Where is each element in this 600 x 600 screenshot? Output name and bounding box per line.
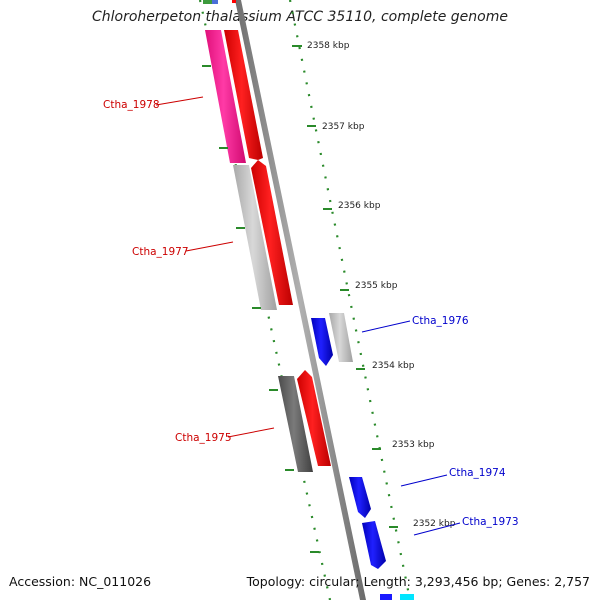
tick-2354kbp: 2354 kbp — [356, 361, 415, 371]
gene-ctha-1976-arrow — [311, 318, 333, 366]
gene-ctha-1973[interactable] — [362, 521, 386, 569]
tick-label-2356kbp: 2356 kbp — [338, 201, 381, 211]
gene-label-ctha-1975[interactable]: Ctha_1975 — [175, 432, 232, 444]
gene-ctha-1978-arrow — [224, 30, 263, 160]
tick-2353kbp: 2353 kbp — [372, 440, 435, 450]
label-leader-ctha-1978 — [155, 96, 204, 106]
top-partial-feature-blue — [212, 0, 218, 4]
map-title: Chloroherpeton thalassium ATCC 35110, co… — [92, 9, 508, 25]
tick-label-2358kbp: 2358 kbp — [307, 41, 350, 51]
tick-label-2354kbp: 2354 kbp — [372, 361, 415, 371]
tick-label-2353kbp: 2353 kbp — [392, 440, 435, 450]
outer-dotted-ring — [288, 0, 412, 600]
label-leader-ctha-1976 — [361, 320, 411, 333]
gene-ctha-1973-arrow — [362, 521, 386, 569]
label-leader-ctha-1974 — [400, 474, 448, 487]
tick-label-2352kbp: 2352 kbp — [413, 519, 456, 529]
gene-ctha-1978[interactable] — [205, 30, 263, 163]
gene-label-ctha-1978[interactable]: Ctha_1978 — [103, 99, 160, 111]
gene-label-ctha-1976[interactable]: Ctha_1976 — [412, 315, 469, 327]
gene-ctha-1975[interactable] — [278, 370, 331, 472]
top-partial-feature-green — [203, 0, 212, 4]
gene-label-ctha-1977[interactable]: Ctha_1977 — [132, 246, 189, 258]
gene-ctha-1977[interactable] — [233, 160, 293, 310]
inner-ring-ticks — [202, 65, 319, 553]
label-leader-ctha-1975 — [227, 427, 275, 438]
tick-2357kbp: 2357 kbp — [307, 122, 365, 132]
genome-backbone — [235, 0, 366, 600]
tick-label-2355kbp: 2355 kbp — [355, 281, 398, 291]
tick-2356kbp: 2356 kbp — [323, 201, 381, 211]
label-leader-ctha-1973 — [413, 522, 461, 536]
gene-ctha-1975-arrow — [297, 370, 331, 466]
gene-ctha-1975-dark-feature — [278, 376, 313, 472]
gene-label-ctha-1973[interactable]: Ctha_1973 — [462, 516, 519, 528]
tick-2355kbp: 2355 kbp — [340, 281, 398, 291]
tick-2352kbp: 2352 kbp — [389, 519, 456, 529]
genome-summary-text: Topology: circular; Length: 3,293,456 bp… — [246, 574, 590, 589]
gene-ctha-1974-arrow — [349, 477, 371, 518]
gene-ctha-1978-pink-feature — [205, 30, 246, 163]
gene-ctha-1976[interactable] — [311, 313, 353, 366]
bottom-partial-feature-cyan — [400, 594, 414, 600]
bottom-partial-feature-blue — [380, 594, 392, 600]
accession-text: Accession: NC_011026 — [9, 574, 152, 589]
gene-ctha-1977-gray-feature — [233, 165, 277, 310]
gene-ctha-1974[interactable] — [349, 477, 371, 518]
gene-ctha-1977-arrow — [251, 160, 293, 305]
top-partial-feature-red — [232, 0, 236, 3]
label-leader-ctha-1977 — [185, 241, 234, 252]
tick-2358kbp: 2358 kbp — [292, 41, 350, 51]
tick-label-2357kbp: 2357 kbp — [322, 122, 365, 132]
gene-label-ctha-1974[interactable]: Ctha_1974 — [449, 467, 506, 479]
gene-ctha-1976-gray-feature — [329, 313, 353, 362]
